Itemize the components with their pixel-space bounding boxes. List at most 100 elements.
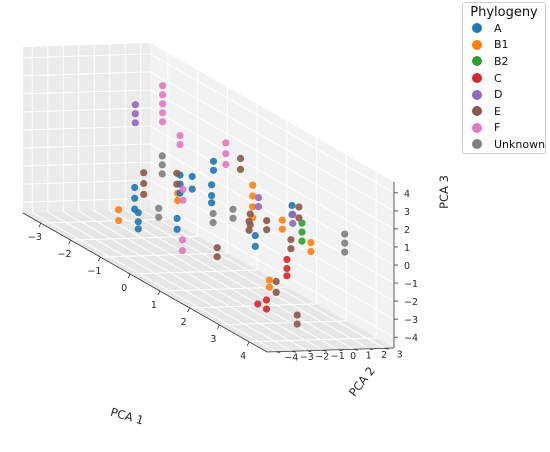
data-point-a [208, 192, 216, 200]
data-point-e [295, 203, 303, 211]
data-point-a [131, 205, 139, 213]
grid-line-z-back [149, 107, 395, 248]
y-tick-mark [384, 347, 389, 350]
legend-label: B1 [494, 38, 509, 52]
data-point-a [188, 172, 196, 181]
legend-marker [472, 122, 482, 133]
y-tick-mark [338, 349, 343, 352]
legend-marker [472, 39, 482, 50]
data-point-b2 [298, 237, 306, 245]
grid-line-y-floor [124, 209, 370, 350]
data-point-f [222, 139, 230, 147]
data-point-b1 [265, 276, 273, 284]
data-point-a [134, 225, 142, 233]
z-tick-label: −4 [404, 333, 418, 344]
z-tick-label: −2 [404, 297, 418, 308]
grid-line-y-floor [32, 212, 277, 353]
data-point-e [140, 190, 148, 198]
x-tick-label: 3 [210, 334, 216, 345]
y-tick-mark [353, 348, 358, 351]
data-point-e [263, 226, 271, 234]
data-point-e [287, 245, 295, 253]
data-point-f [159, 100, 167, 108]
x-tick-label: 0 [121, 283, 127, 294]
grid-line-z-side [22, 125, 151, 131]
data-point-f [222, 160, 230, 169]
data-point-a [188, 185, 196, 193]
y-tick-label: 0 [350, 351, 356, 362]
data-point-e [140, 169, 148, 177]
grid-line-z-back [149, 89, 395, 230]
x-tick-mark [246, 341, 250, 347]
legend-item-b2: B2 [463, 53, 545, 70]
legend-label: E [494, 104, 501, 118]
x-tick-mark [157, 290, 161, 296]
legend-label: Unknown [494, 137, 546, 151]
data-point-c [262, 305, 271, 313]
legend-marker [472, 56, 482, 67]
grid-line-x-floor [159, 286, 287, 292]
data-point-b1 [174, 196, 182, 205]
grid-line-x-floor [219, 320, 347, 326]
grid-line-y-floor [63, 211, 308, 352]
y-tick-mark [322, 349, 327, 352]
data-point-unknown [158, 170, 166, 178]
data-point-a [251, 232, 259, 240]
data-point-c [283, 255, 291, 264]
y-tick-label: −4 [284, 353, 298, 364]
y-tick-mark [276, 351, 281, 354]
x-tick-label: −3 [28, 232, 42, 243]
z-tick-label: 0 [404, 261, 410, 272]
data-point-b2 [298, 228, 306, 236]
y-tick-label: −3 [300, 352, 314, 363]
y-tick-label: 3 [397, 349, 403, 360]
data-point-d [131, 101, 139, 109]
y-tick-label: −1 [331, 351, 345, 362]
data-point-b1 [278, 225, 286, 233]
data-point-b2 [298, 219, 306, 227]
data-point-d [289, 219, 297, 227]
data-point-a [131, 183, 139, 192]
data-point-a [131, 194, 139, 202]
data-point-unknown [155, 213, 163, 221]
data-point-e [173, 180, 181, 188]
grid-line-x-floor [249, 337, 377, 343]
data-point-b1 [307, 248, 315, 256]
z-tick-label: 1 [404, 243, 410, 254]
legend-marker [472, 89, 482, 100]
grid-line-y-floor [140, 208, 385, 349]
data-point-unknown [341, 239, 349, 247]
grid-line-z-back [149, 53, 395, 194]
grid-line-y-floor [47, 211, 293, 352]
x-tick-label: 2 [181, 317, 187, 328]
grid-lines [22, 43, 395, 353]
data-point-unknown [209, 210, 217, 218]
x-tick-mark [187, 307, 190, 313]
data-point-c [283, 264, 291, 273]
grid-line-z-back [149, 197, 395, 338]
data-point-e [263, 217, 271, 225]
grid-line-z-side [22, 53, 151, 59]
legend-label: D [494, 88, 503, 102]
x-tick-label: −1 [87, 266, 101, 277]
data-point-d [289, 210, 297, 218]
floor-pane-xy [23, 209, 394, 352]
data-point-b1 [115, 217, 123, 225]
data-point-f [176, 132, 184, 140]
data-point-e [246, 221, 254, 229]
data-point-a [209, 157, 218, 165]
data-point-f [176, 141, 184, 149]
data-point-a [209, 166, 218, 174]
data-point-e [295, 214, 303, 222]
grid-line-z-side [22, 143, 151, 149]
data-point-f [179, 185, 187, 193]
data-point-f [159, 91, 167, 99]
grid-line-y-floor [109, 209, 354, 350]
data-point-d [131, 110, 139, 118]
x-tick-mark [68, 239, 71, 245]
data-point-c [254, 300, 262, 308]
x-tick-mark [98, 256, 101, 262]
data-point-e [293, 320, 301, 328]
